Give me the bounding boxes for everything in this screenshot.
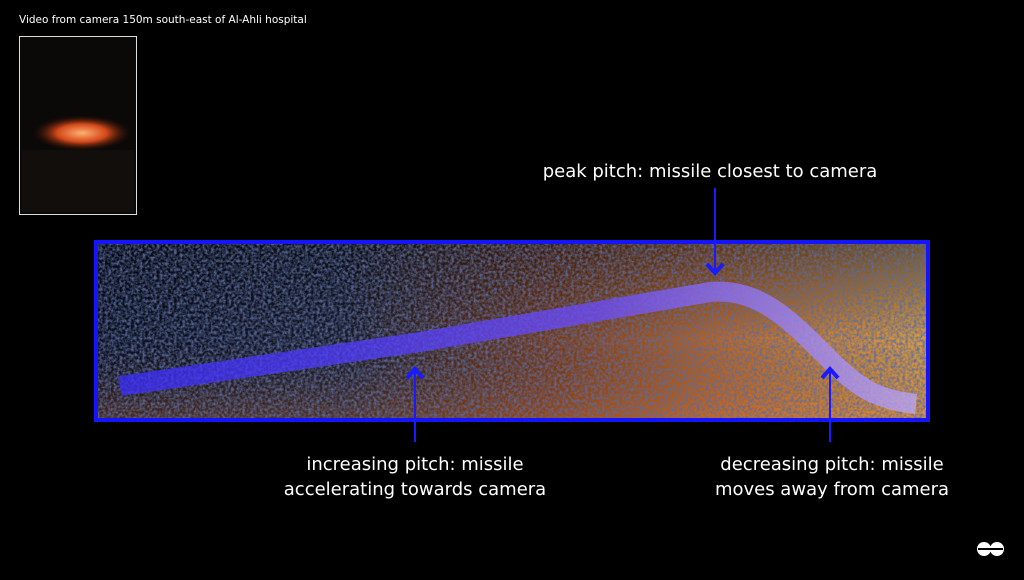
video-thumbnail <box>19 36 137 215</box>
peak-arrow-head <box>705 262 725 277</box>
logo-bar <box>978 548 1003 550</box>
thumbnail-ground <box>22 150 134 212</box>
logo <box>977 542 1004 556</box>
pitch-trace <box>118 281 918 414</box>
increasing-arrow-head <box>405 365 425 380</box>
thumbnail-glow <box>32 115 132 151</box>
spectrogram-frame <box>94 240 930 422</box>
annotation-increasing: increasing pitch: missile <box>306 454 523 475</box>
spectrogram <box>94 240 930 422</box>
arrows <box>405 188 840 442</box>
annotation-decreasing: decreasing pitch: missile <box>720 454 943 475</box>
annotation-peak: peak pitch: missile closest to camera <box>543 161 878 182</box>
video-caption: Video from camera 150m south-east of Al-… <box>19 14 307 26</box>
annotation-decreasing: moves away from camera <box>715 479 949 500</box>
decreasing-arrow-head <box>820 365 840 380</box>
annotation-increasing: accelerating towards camera <box>284 479 546 500</box>
